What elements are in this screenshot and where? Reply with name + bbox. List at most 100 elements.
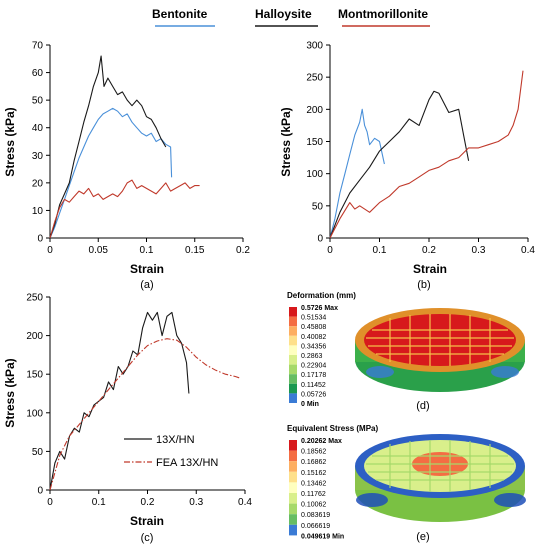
- panel-a-xtick-label: 0: [47, 245, 53, 256]
- panel-b-ylabel: Stress (kPa): [279, 107, 293, 176]
- panel-e: Equivalent Stress (MPa) 0.20262 Max 0.185…: [287, 424, 526, 543]
- colorbar-d-swatch: [289, 316, 297, 327]
- panel-c-ytick-label: 250: [26, 293, 43, 304]
- panel-b-tag: (b): [417, 279, 430, 291]
- panel-a-xtick-label: 0.2: [236, 245, 250, 256]
- colorbar-e-swatch: [289, 493, 297, 504]
- panel-c-ytick-label: 50: [32, 447, 44, 458]
- panel-b-ytick-label: 50: [312, 201, 324, 212]
- colorbar-e-swatch: [289, 514, 297, 525]
- colorbar-e: 0.20262 Max 0.18562 0.16862 0.15162 0.13462 0…: [289, 438, 344, 540]
- panel-a-ticks: 0 0.05 0.1 0.15 0.2 0 10 20 30 40 50 60 70: [32, 41, 251, 257]
- colorbar-e-label: 0.16862: [301, 459, 326, 466]
- panel-c-ticks: 0 0.1 0.2 0.3 0.4 0 50 100 150 200 250: [26, 293, 252, 509]
- colorbar-e-swatch: [289, 440, 297, 451]
- panel-a-xtick-label: 0.1: [140, 245, 154, 256]
- panel-a-series: [49, 55, 200, 239]
- panel-a-series-bentonite: [49, 107, 173, 239]
- model-e-blue-left: [356, 493, 388, 507]
- panel-c-ytick-label: 200: [26, 331, 43, 342]
- colorbar-d-label: 0.40082: [301, 334, 326, 341]
- panel-c-tag: (c): [141, 532, 154, 544]
- colorbar-d-swatch: [289, 383, 297, 394]
- panel-b-xtick-label: 0.2: [422, 245, 436, 256]
- panel-a-ylabel: Stress (kPa): [3, 107, 17, 176]
- panel-a-xtick-label: 0.15: [185, 245, 205, 256]
- panel-b: 0 0.1 0.2 0.3 0.4 0 50 100 150 200 250 300 Strain S…: [279, 41, 535, 292]
- panel-b-xtick-label: 0.1: [373, 245, 387, 256]
- panel-a-ytick-label: 10: [32, 206, 44, 217]
- model-d-grid: [366, 314, 514, 366]
- colorbar-e-label: 0.13462: [301, 480, 326, 487]
- colorbar-e-swatch: [289, 503, 297, 515]
- colorbar-e-label: 0.11762: [301, 491, 326, 498]
- stress-model-image: [355, 434, 526, 522]
- panel-b-ytick-label: 150: [306, 137, 323, 148]
- panel-b-xtick-label: 0.3: [472, 245, 486, 256]
- legend-label-bentonite: Bentonite: [152, 7, 208, 21]
- colorbar-d-label: 0.5726 Max: [301, 305, 338, 312]
- panel-d: Deformation (mm) 0.5726 Max 0.51534 0.4580…: [287, 291, 525, 412]
- panel-b-series: [329, 70, 524, 239]
- model-e-blue-right: [494, 493, 526, 507]
- panel-a-ytick-label: 0: [37, 234, 43, 245]
- colorbar-d-swatch: [289, 335, 297, 346]
- panel-a-ytick-label: 60: [32, 68, 44, 79]
- panel-b-ytick-label: 0: [317, 234, 323, 245]
- colorbar-e-label: 0.20262 Max: [301, 438, 342, 445]
- legend-label-montmorillonite: Montmorillonite: [338, 7, 428, 21]
- panel-a-xlabel: Strain: [130, 262, 164, 276]
- colorbar-e-label: 0.066619: [301, 523, 330, 530]
- colorbar-e-label: 0.083619: [301, 512, 330, 519]
- colorbar-d-swatch: [289, 326, 297, 336]
- colorbar-d-label: 0 Min: [301, 401, 319, 408]
- panel-b-series-montmorillonite: [329, 70, 524, 239]
- colorbar-d-label: 0.34356: [301, 343, 326, 350]
- panel-c-legend-label-13x: 13X/HN: [156, 434, 195, 446]
- colorbar-d-label: 0.11452: [301, 382, 326, 389]
- panel-b-series-bentonite: [329, 108, 385, 239]
- panel-c-xtick-label: 0.1: [92, 497, 106, 508]
- panel-b-ytick-label: 200: [306, 105, 323, 116]
- panel-c-legend-label-fea: FEA 13X/HN: [156, 457, 218, 469]
- panel-b-ytick-label: 100: [306, 169, 323, 180]
- colorbar-d-title: Deformation (mm): [287, 291, 356, 300]
- model-e-grid: [366, 440, 514, 492]
- colorbar-d-label: 0.2863: [301, 353, 323, 360]
- legend-label-halloysite: Halloysite: [255, 7, 312, 21]
- panel-c-series: [49, 311, 241, 491]
- colorbar-e-swatch: [289, 471, 297, 483]
- colorbar-d-label: 0.22904: [301, 363, 326, 370]
- colorbar-d-swatch: [289, 364, 297, 375]
- colorbar-d-swatch: [289, 345, 297, 355]
- panel-a-series-montmorillonite: [49, 179, 200, 239]
- panel-a-tag: (a): [140, 279, 153, 291]
- colorbar-d-label: 0.45808: [301, 324, 326, 331]
- panel-c-ytick-label: 100: [26, 408, 43, 419]
- colorbar-d: 0.5726 Max 0.51534 0.45808 0.40082 0.34356 0.…: [289, 305, 338, 408]
- panel-b-xtick-label: 0: [327, 245, 333, 256]
- panel-c-ylabel: Stress (kPa): [3, 358, 17, 427]
- panel-e-tag: (e): [416, 531, 429, 543]
- panel-b-xtick-label: 0.4: [521, 245, 535, 256]
- panel-a-ytick-label: 70: [32, 41, 44, 52]
- colorbar-d-swatch: [289, 393, 297, 403]
- colorbar-d-label: 0.17178: [301, 372, 326, 379]
- colorbar-e-title: Equivalent Stress (MPa): [287, 424, 378, 433]
- panel-d-tag: (d): [416, 400, 429, 412]
- panel-c-ytick-label: 150: [26, 370, 43, 381]
- panel-b-ytick-label: 300: [306, 41, 323, 52]
- colorbar-e-label: 0.18562: [301, 449, 326, 456]
- panel-a-ytick-label: 40: [32, 123, 44, 134]
- colorbar-e-swatch: [289, 450, 297, 462]
- panel-c-xlabel: Strain: [130, 514, 164, 528]
- colorbar-e-label: 0.10062: [301, 502, 326, 509]
- panel-c-xtick-label: 0: [47, 497, 53, 508]
- panel-b-xlabel: Strain: [413, 262, 447, 276]
- panel-a-ytick-label: 20: [32, 178, 44, 189]
- panel-c-xtick-label: 0.4: [238, 497, 252, 508]
- model-d-blue-right: [491, 366, 519, 378]
- panel-a: 0 0.05 0.1 0.15 0.2 0 10 20 30 40 50 60 70 Strain St…: [3, 41, 250, 292]
- panel-b-ytick-label: 250: [306, 73, 323, 84]
